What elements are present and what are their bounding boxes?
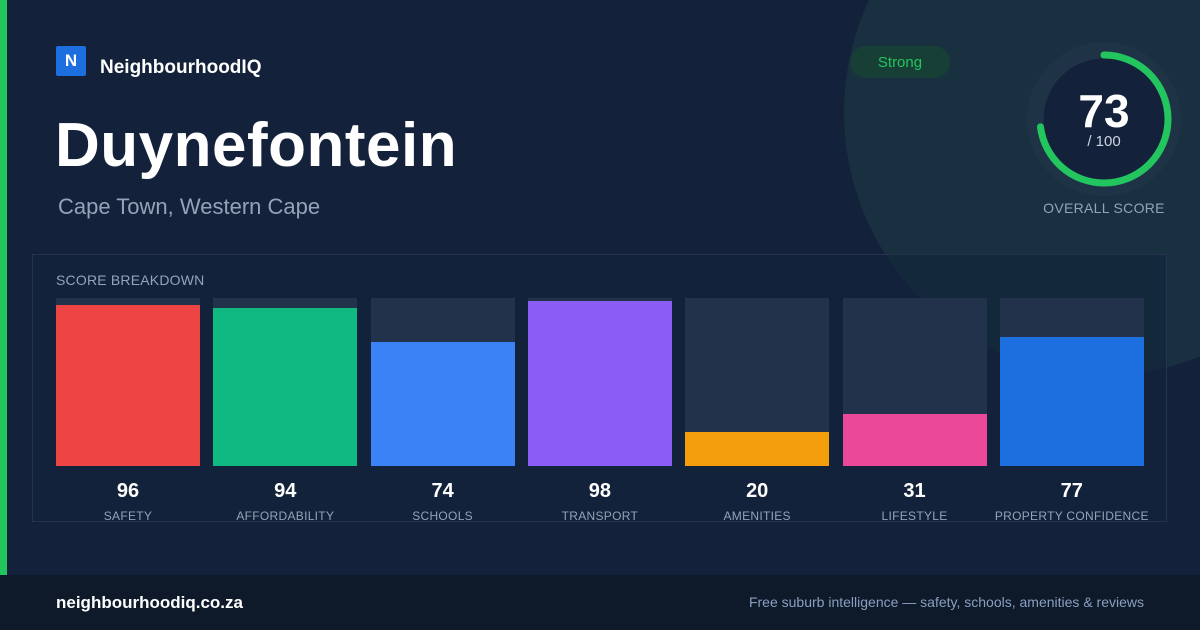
overall-score-label: OVERALL SCORE — [1043, 200, 1165, 216]
score-bar-safety — [56, 304, 200, 466]
score-bar-label: SAFETY — [103, 509, 153, 523]
score-bar-label: PROPERTY CONFIDENCE — [994, 509, 1149, 523]
score-bar-affordability — [213, 308, 358, 466]
footer — [0, 575, 1200, 630]
score-bar-value: 74 — [431, 480, 454, 502]
score-bar-value: 31 — [903, 480, 926, 502]
overall-score-value: 73 — [1078, 85, 1130, 137]
brand-logo-icon: N — [56, 46, 86, 76]
footer-url: neighbourhoodiq.co.za — [56, 593, 243, 612]
score-bar-schools — [370, 341, 515, 466]
score-bar-value: 98 — [588, 480, 612, 502]
score-breakdown-title: SCORE BREAKDOWN — [56, 272, 205, 288]
overall-score-denominator: / 100 — [1087, 133, 1121, 150]
overall-score-ring — [1027, 42, 1181, 196]
rating-badge: Strong — [850, 46, 950, 78]
suburb-location: Cape Town, Western Cape — [58, 194, 321, 219]
share-card: N NeighbourhoodIQ Duynefontein Cape Town… — [0, 0, 1200, 575]
score-ring-progress — [1036, 51, 1172, 187]
score-bar-amenities — [685, 432, 830, 466]
suburb-name: Duynefontein — [55, 111, 458, 180]
score-bar-label: AFFORDABILITY — [236, 509, 335, 523]
score-bar-lifestyle — [842, 413, 987, 466]
score-bar-label: SCHOOLS — [412, 509, 473, 523]
accent-bar — [0, 0, 7, 575]
score-bar-value: 94 — [274, 480, 297, 502]
score-bar-label: LIFESTYLE — [881, 509, 948, 523]
score-bar-property-confidence — [999, 336, 1144, 466]
footer-tagline: Free suburb intelligence — safety, schoo… — [748, 594, 1144, 610]
brand-name: NeighbourhoodIQ — [100, 57, 262, 78]
score-bar-transport — [527, 301, 672, 466]
score-bar-value: 77 — [1060, 480, 1083, 502]
score-breakdown-bars: 96 SAFETY 94 AFFORDABILITY 74 SCHOOLS 98 TRANSP… — [56, 298, 1149, 523]
score-bar-value: 20 — [746, 480, 769, 502]
score-bar-label: TRANSPORT — [561, 509, 639, 523]
score-bar-label: AMENITIES — [723, 509, 791, 523]
score-bar-value: 96 — [116, 480, 140, 502]
